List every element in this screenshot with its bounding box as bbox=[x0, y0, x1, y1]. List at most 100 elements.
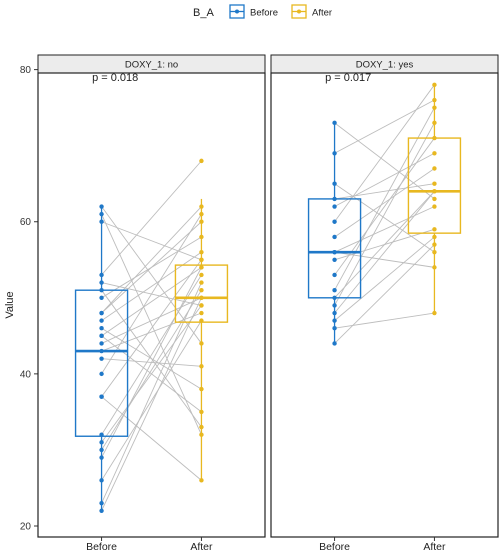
point-before bbox=[332, 326, 337, 331]
paired-line bbox=[334, 183, 435, 253]
point-before bbox=[99, 287, 104, 293]
point-after bbox=[432, 234, 437, 240]
point-after bbox=[199, 478, 204, 483]
paired-line bbox=[101, 297, 202, 511]
point-before bbox=[332, 272, 337, 278]
point-after bbox=[199, 211, 204, 217]
paired-line bbox=[334, 191, 435, 299]
paired-line bbox=[334, 122, 435, 306]
point-before bbox=[332, 120, 337, 126]
paired-line bbox=[334, 168, 435, 238]
point-before bbox=[332, 151, 337, 156]
strip-label: DOXY_1: no bbox=[125, 60, 178, 71]
paired-line bbox=[101, 160, 202, 276]
panel-1: DOXY_1: no Before After p = 0.018 bbox=[37, 54, 266, 550]
paired-line bbox=[101, 335, 202, 413]
point-after bbox=[432, 265, 437, 270]
point-before bbox=[99, 356, 104, 361]
legend-label-after: After bbox=[312, 8, 332, 19]
point-after bbox=[432, 166, 437, 171]
strip-label: DOXY_1: yes bbox=[356, 60, 414, 71]
point-before bbox=[332, 204, 337, 209]
point-after bbox=[432, 204, 437, 209]
point-before bbox=[99, 204, 104, 209]
point-after bbox=[199, 364, 204, 369]
panel-2: DOXY_1: yes Before After p = 0.017 bbox=[270, 54, 499, 550]
point-before bbox=[99, 440, 104, 445]
point-before bbox=[99, 326, 104, 331]
x-tick-label-after: After bbox=[190, 541, 213, 550]
point-before bbox=[332, 341, 337, 346]
point-after bbox=[432, 151, 437, 156]
point-after bbox=[199, 257, 204, 262]
x-tick-label-after: After bbox=[423, 541, 446, 550]
point-after bbox=[432, 310, 437, 316]
panel-border bbox=[37, 72, 266, 538]
paired-line bbox=[101, 259, 202, 397]
point-after bbox=[199, 432, 204, 437]
paired-line bbox=[334, 122, 435, 200]
y-axis: Value 20 40 60 80 bbox=[4, 65, 38, 533]
legend-label-before: Before bbox=[250, 8, 278, 19]
point-after bbox=[199, 295, 204, 301]
paired-line bbox=[101, 206, 202, 314]
y-tick-label: 80 bbox=[20, 65, 32, 76]
panel-border bbox=[270, 72, 499, 538]
data-points bbox=[99, 158, 204, 513]
point-before bbox=[99, 348, 104, 354]
point-after bbox=[199, 341, 204, 346]
point-after bbox=[432, 227, 437, 232]
x-tick-label-before: Before bbox=[86, 541, 117, 550]
paired-line bbox=[101, 396, 202, 481]
paired-line bbox=[101, 236, 202, 299]
x-tick-label-before: Before bbox=[319, 541, 350, 550]
point-after bbox=[199, 310, 204, 316]
point-before bbox=[332, 234, 337, 240]
paired-line bbox=[101, 358, 202, 367]
point-after bbox=[432, 135, 437, 141]
paired-line bbox=[334, 244, 435, 344]
point-before bbox=[99, 478, 104, 483]
paired-line bbox=[334, 191, 435, 314]
point-after bbox=[199, 386, 204, 392]
paired-line bbox=[334, 99, 435, 154]
point-before bbox=[332, 303, 337, 308]
paired-lines bbox=[101, 160, 202, 511]
point-after bbox=[199, 249, 204, 255]
point-before bbox=[332, 318, 337, 323]
point-after bbox=[432, 97, 437, 103]
paired-line bbox=[101, 267, 202, 337]
point-after bbox=[432, 181, 437, 186]
paired-line bbox=[101, 289, 202, 428]
point-before bbox=[99, 280, 104, 285]
point-before bbox=[332, 249, 337, 255]
y-tick-label: 40 bbox=[20, 369, 32, 380]
paired-line bbox=[334, 312, 435, 329]
y-axis-label: Value bbox=[4, 291, 16, 318]
point-before bbox=[99, 500, 104, 506]
paired-line bbox=[101, 251, 202, 321]
point-after bbox=[199, 234, 204, 240]
data-points bbox=[332, 82, 437, 346]
paired-line bbox=[101, 312, 202, 352]
point-after bbox=[199, 204, 204, 209]
paired-line bbox=[101, 213, 202, 435]
point-before bbox=[99, 333, 104, 339]
p-value-label: p = 0.018 bbox=[92, 72, 138, 84]
point-after bbox=[199, 409, 204, 415]
paired-line bbox=[101, 206, 202, 344]
paired-line bbox=[101, 289, 202, 451]
paired-line bbox=[334, 206, 435, 253]
legend: B_A Before After bbox=[193, 4, 332, 19]
point-before bbox=[99, 310, 104, 316]
point-after bbox=[199, 280, 204, 285]
point-before bbox=[332, 295, 337, 301]
point-after bbox=[432, 120, 437, 126]
paired-line bbox=[334, 152, 435, 207]
point-before bbox=[99, 455, 104, 460]
point-after bbox=[432, 249, 437, 255]
point-before bbox=[99, 341, 104, 346]
point-before bbox=[99, 318, 104, 323]
point-after bbox=[432, 196, 437, 202]
